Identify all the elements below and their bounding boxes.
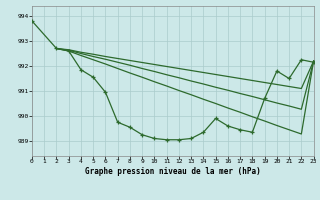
X-axis label: Graphe pression niveau de la mer (hPa): Graphe pression niveau de la mer (hPa) bbox=[85, 167, 261, 176]
